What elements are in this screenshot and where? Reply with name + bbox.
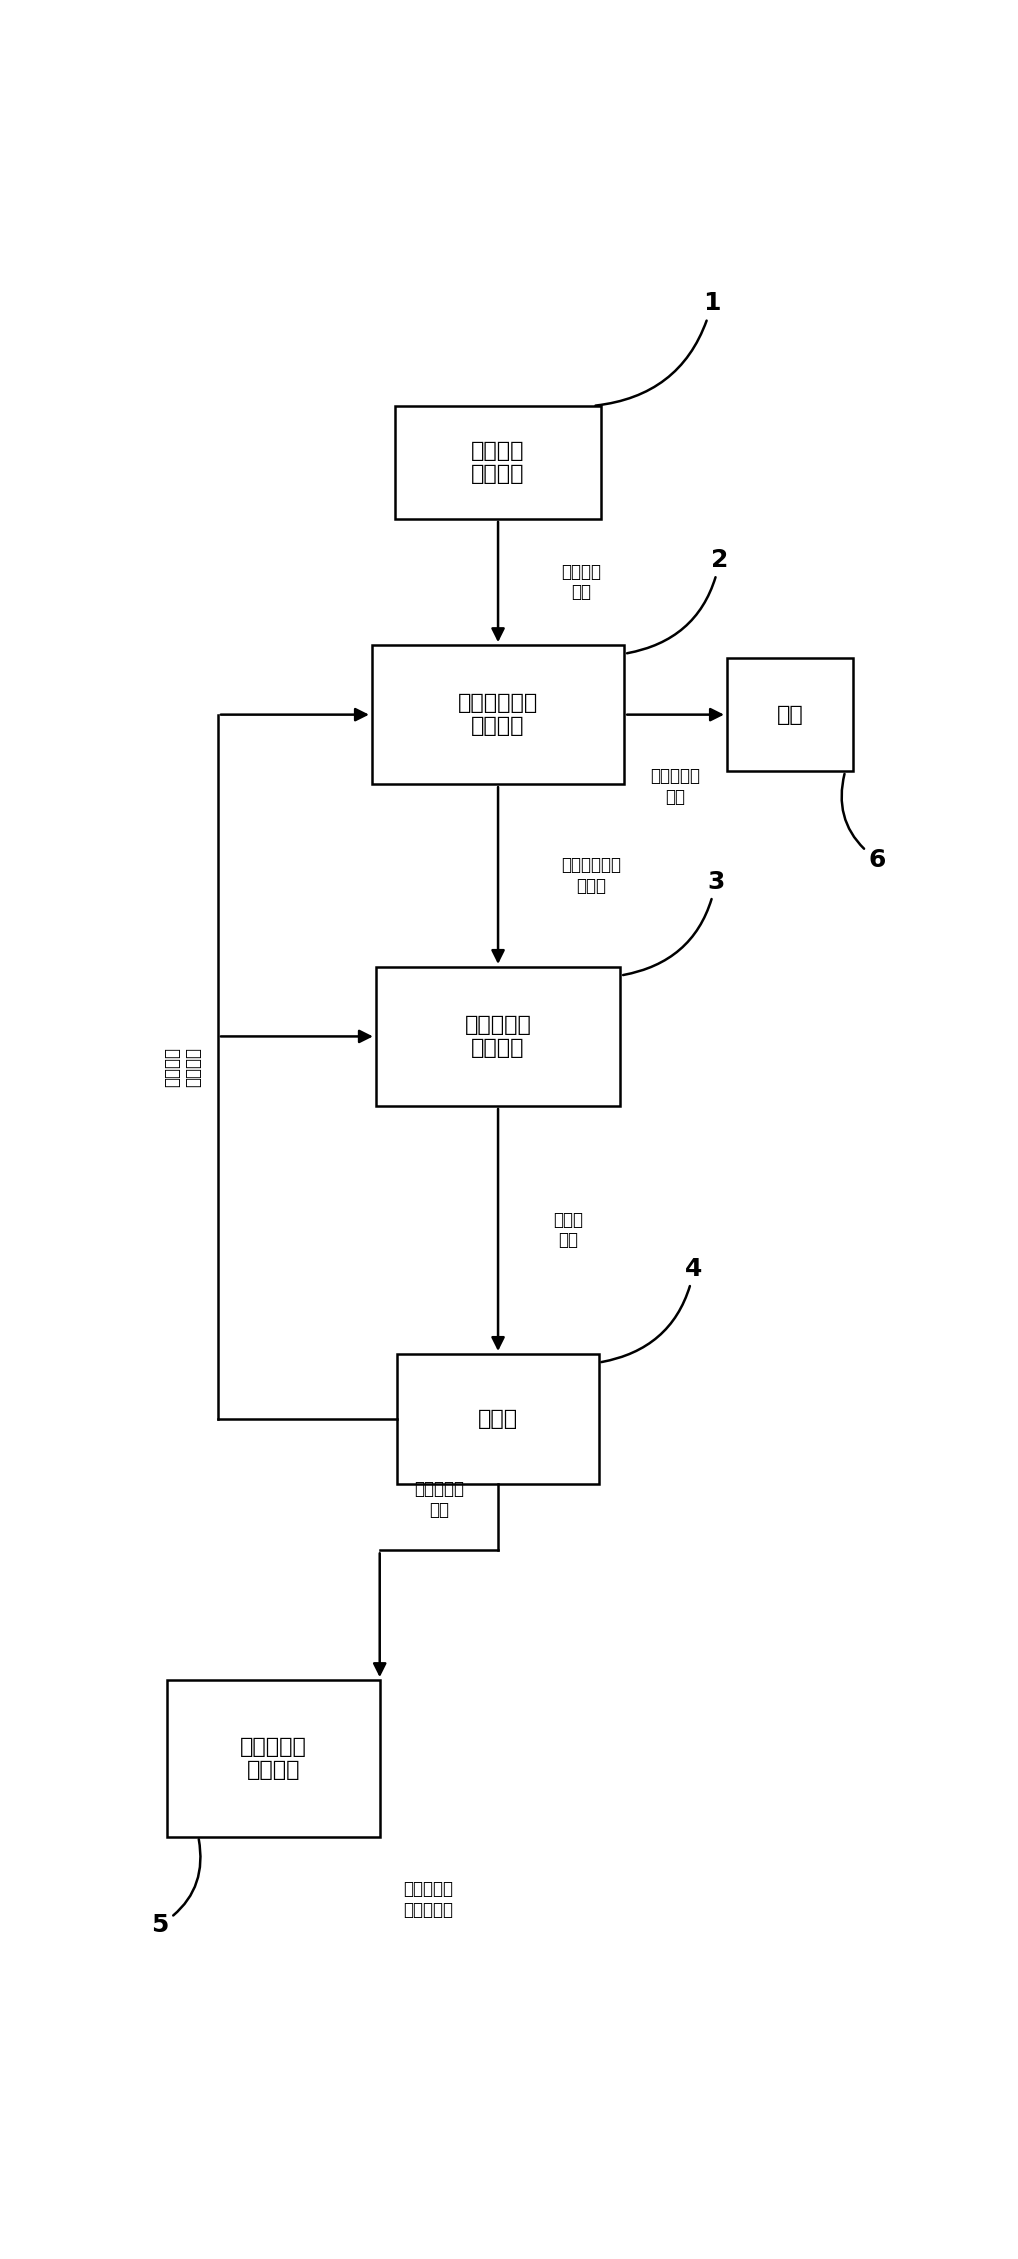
Text: 接收目标
需求信息: 接收目标 需求信息 — [471, 441, 525, 483]
Text: 3: 3 — [623, 870, 725, 976]
Text: 进气量控制
参数获取: 进气量控制 参数获取 — [464, 1014, 531, 1057]
Bar — [395, 407, 601, 520]
Bar — [167, 1681, 380, 1837]
Text: 2: 2 — [627, 547, 729, 653]
Text: 发动机进气量
控制单元: 发动机进气量 控制单元 — [458, 694, 539, 736]
Text: 发动机转矩
需求: 发动机转矩 需求 — [651, 766, 700, 806]
Bar — [727, 657, 853, 770]
Text: 电机: 电机 — [777, 705, 803, 725]
Text: 发动机运行
参数: 发动机运行 参数 — [414, 1480, 464, 1518]
Text: 1: 1 — [596, 291, 721, 407]
Text: 发动机进气量
目标值: 发动机进气量 目标值 — [561, 856, 621, 895]
Text: 目标需求
信号: 目标需求 信号 — [561, 562, 602, 601]
Text: 4: 4 — [602, 1256, 702, 1362]
Text: 5: 5 — [151, 1839, 201, 1938]
Text: 控制量
指令: 控制量 指令 — [554, 1211, 583, 1249]
Bar — [397, 1353, 599, 1484]
Text: 当前控制
参数状态: 当前控制 参数状态 — [163, 1046, 202, 1087]
Text: 6: 6 — [842, 775, 887, 872]
Text: 发动机控制
参数调整: 发动机控制 参数调整 — [240, 1737, 306, 1780]
Bar — [376, 967, 620, 1107]
Text: 发动机参考
参数数据库: 发动机参考 参数数据库 — [403, 1879, 453, 1918]
Bar — [372, 646, 624, 784]
Text: 发动机: 发动机 — [478, 1410, 518, 1430]
